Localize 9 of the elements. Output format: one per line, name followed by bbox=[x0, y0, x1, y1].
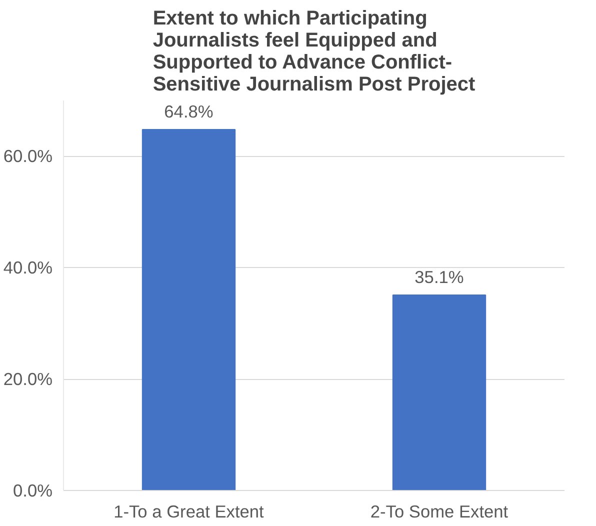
x-tick-label: 1-To a Great Extent bbox=[114, 502, 264, 522]
y-tick-label: 0.0% bbox=[13, 480, 53, 500]
data-label: 64.8% bbox=[164, 101, 214, 122]
y-tick-label: 60.0% bbox=[3, 146, 53, 166]
x-tick-label: 2-To Some Extent bbox=[370, 502, 508, 522]
y-tick-label: 40.0% bbox=[3, 258, 53, 278]
y-tick-label: 20.0% bbox=[3, 369, 53, 390]
chart-title: Extent to which Participating Journalists feel Equipped and Supported to Advance Conflict-Sensitive Journalism Post Project bbox=[152, 8, 476, 96]
data-label: 35.1% bbox=[414, 266, 464, 287]
